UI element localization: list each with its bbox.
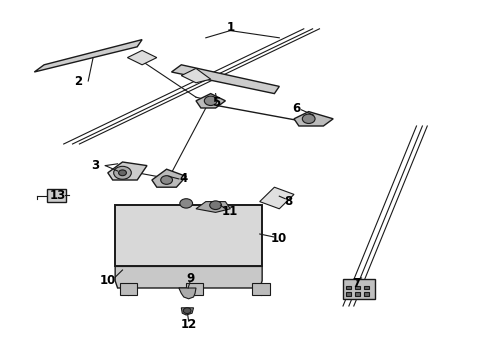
FancyBboxPatch shape — [120, 283, 137, 295]
Text: 2: 2 — [74, 75, 82, 87]
Circle shape — [114, 166, 131, 179]
Text: 4: 4 — [180, 172, 188, 185]
FancyBboxPatch shape — [115, 205, 262, 266]
Polygon shape — [127, 50, 157, 65]
Circle shape — [302, 114, 315, 123]
Polygon shape — [196, 94, 225, 108]
Text: 7: 7 — [353, 277, 361, 290]
Polygon shape — [196, 202, 230, 212]
Circle shape — [210, 201, 221, 210]
Text: 13: 13 — [49, 189, 66, 202]
FancyBboxPatch shape — [343, 279, 375, 299]
Text: 10: 10 — [270, 232, 287, 245]
Bar — [364, 286, 369, 289]
Text: 12: 12 — [180, 318, 197, 330]
Text: 8: 8 — [284, 195, 292, 208]
Text: 11: 11 — [221, 205, 238, 218]
Polygon shape — [181, 68, 211, 83]
Bar — [346, 286, 351, 289]
Polygon shape — [34, 40, 142, 72]
Polygon shape — [172, 65, 279, 94]
Text: 10: 10 — [99, 274, 116, 287]
Polygon shape — [179, 288, 196, 299]
Text: 1: 1 — [226, 21, 234, 34]
Text: 6: 6 — [293, 102, 300, 114]
Text: 3: 3 — [92, 159, 99, 172]
Circle shape — [204, 96, 217, 105]
Circle shape — [119, 170, 126, 176]
Polygon shape — [181, 308, 194, 315]
Circle shape — [183, 308, 191, 314]
FancyBboxPatch shape — [186, 283, 203, 295]
FancyBboxPatch shape — [47, 189, 66, 202]
Text: 9: 9 — [186, 273, 194, 285]
Circle shape — [161, 176, 172, 184]
Text: 5: 5 — [213, 96, 220, 109]
Polygon shape — [115, 266, 262, 288]
Polygon shape — [294, 112, 333, 126]
Polygon shape — [260, 187, 294, 209]
FancyBboxPatch shape — [252, 283, 270, 295]
Bar — [364, 292, 369, 296]
Circle shape — [180, 199, 193, 208]
Polygon shape — [152, 169, 186, 187]
Bar — [346, 292, 351, 296]
Polygon shape — [108, 162, 147, 180]
Bar — [355, 286, 360, 289]
Bar — [355, 292, 360, 296]
